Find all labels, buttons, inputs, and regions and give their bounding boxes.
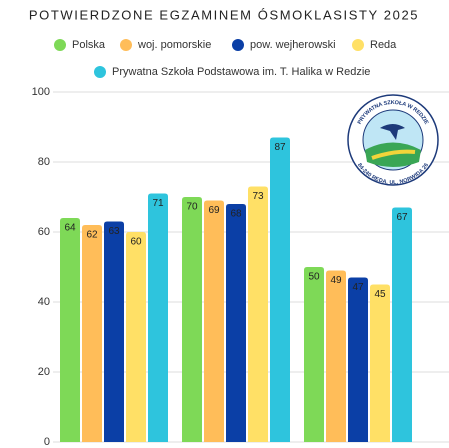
data-label: 68	[230, 209, 242, 220]
bar	[270, 137, 290, 442]
chart-title: POTWIERDZONE EGZAMINEM ÓSMOKLASISTY 2025	[29, 7, 419, 22]
bar	[182, 197, 202, 442]
bar	[60, 218, 80, 442]
data-label: 45	[374, 289, 386, 300]
logo-hill	[365, 142, 421, 167]
data-label: 87	[274, 142, 286, 153]
bar	[348, 277, 368, 442]
bar	[126, 232, 146, 442]
data-label: 71	[152, 198, 164, 209]
legend-label: Reda	[370, 39, 397, 51]
data-label: 69	[208, 205, 220, 216]
bar	[104, 221, 124, 442]
legend-label: woj. pomorskie	[137, 39, 211, 51]
legend-swatch	[94, 66, 106, 78]
school-logo: PRYWATNA SZKOŁA W REDZIE 84-240 REDA, UL…	[347, 94, 439, 186]
data-label: 62	[86, 230, 98, 241]
bar	[304, 267, 324, 442]
y-tick-label: 0	[44, 436, 50, 448]
data-label: 49	[330, 275, 342, 286]
data-label: 47	[352, 282, 364, 293]
legend-label: pow. wejherowski	[250, 39, 336, 51]
data-label: 63	[108, 226, 120, 237]
data-label: 50	[308, 272, 320, 283]
bar	[326, 270, 346, 442]
bar	[204, 200, 224, 442]
data-label: 60	[130, 237, 142, 248]
data-label: 67	[396, 212, 408, 223]
data-label: 64	[64, 223, 76, 234]
bar	[82, 225, 102, 442]
data-label: 73	[252, 191, 264, 202]
legend-swatch	[120, 39, 132, 51]
bar	[248, 186, 268, 442]
bar	[370, 284, 390, 442]
legend-swatch	[352, 39, 364, 51]
y-tick-label: 40	[38, 296, 50, 308]
data-label: 70	[186, 202, 198, 213]
bar	[226, 204, 246, 442]
legend-label: Polska	[72, 39, 106, 51]
y-tick-label: 60	[38, 226, 50, 238]
legend-swatch	[54, 39, 66, 51]
bar	[148, 193, 168, 442]
logo-road	[371, 149, 416, 160]
logo-bird	[380, 124, 405, 140]
legend-label: Prywatna Szkoła Podstawowa im. T. Halika…	[112, 66, 370, 78]
y-tick-label: 80	[38, 156, 50, 168]
legend-swatch	[232, 39, 244, 51]
y-tick-label: 20	[38, 366, 50, 378]
bar	[392, 207, 412, 442]
y-tick-label: 100	[32, 86, 50, 98]
